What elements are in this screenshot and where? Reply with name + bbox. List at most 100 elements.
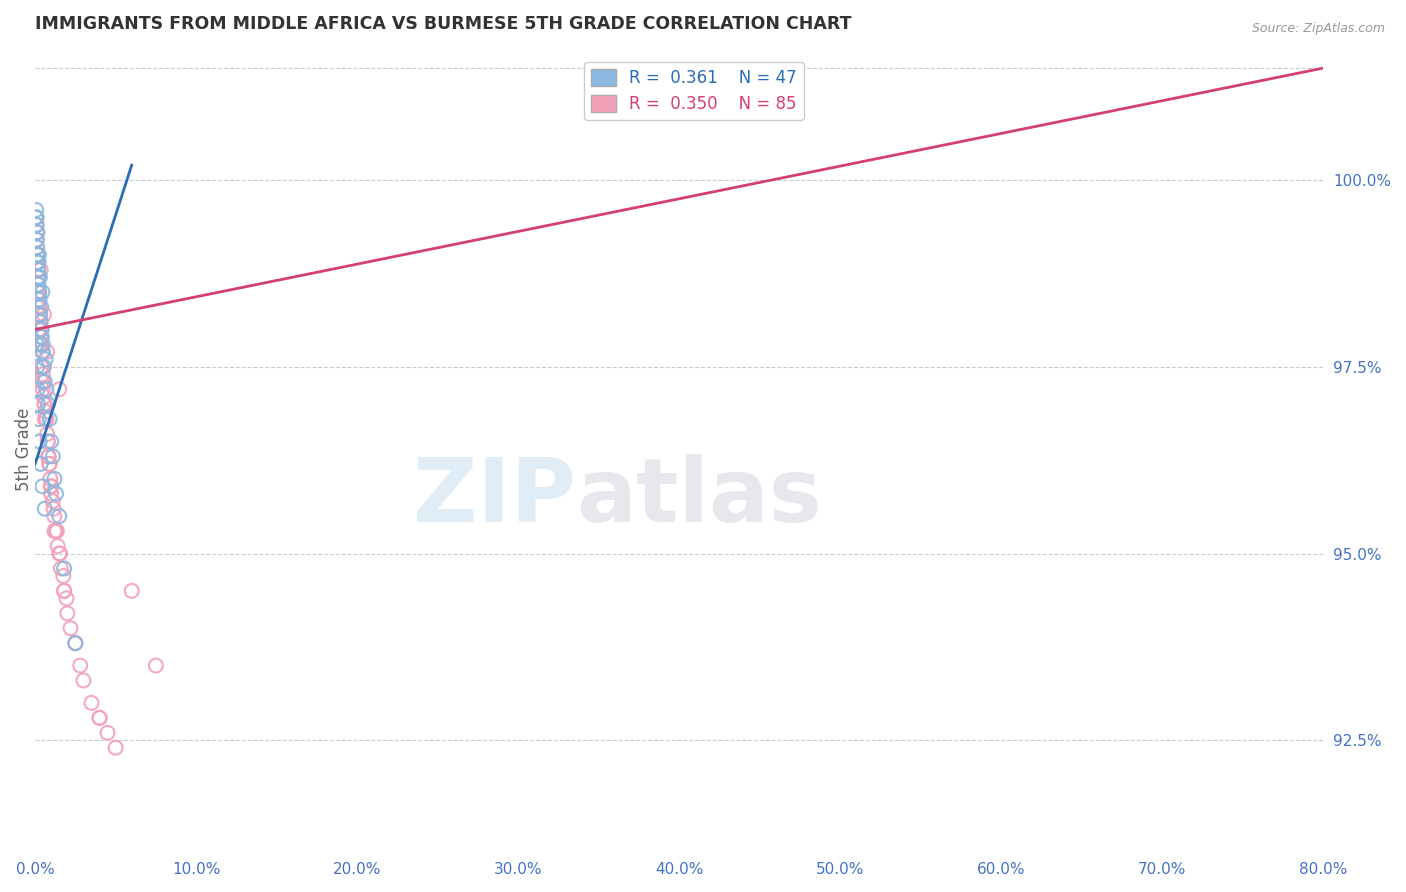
Point bbox=[25, 233, 48, 247]
Point bbox=[30, 300, 52, 314]
Point bbox=[27, 285, 49, 300]
Point bbox=[32, 375, 55, 389]
Point bbox=[31, 479, 53, 493]
Point bbox=[31, 322, 53, 336]
Point bbox=[39, 487, 62, 501]
Point bbox=[25, 240, 48, 254]
Point bbox=[30, 359, 52, 374]
Point bbox=[25, 240, 48, 254]
Point bbox=[53, 583, 76, 598]
Point bbox=[48, 382, 70, 396]
Point bbox=[28, 270, 51, 285]
Point bbox=[27, 322, 49, 336]
Point bbox=[80, 696, 103, 710]
Point bbox=[37, 434, 59, 449]
Point bbox=[28, 337, 51, 351]
Point bbox=[32, 390, 55, 404]
Point bbox=[49, 547, 72, 561]
Point bbox=[37, 450, 59, 464]
Point bbox=[28, 337, 51, 351]
Point bbox=[27, 262, 49, 277]
Point bbox=[35, 412, 58, 426]
Point bbox=[45, 487, 67, 501]
Point bbox=[55, 591, 77, 606]
Point bbox=[27, 248, 49, 262]
Point bbox=[30, 330, 52, 344]
Point bbox=[28, 322, 51, 336]
Point bbox=[28, 293, 51, 307]
Point bbox=[25, 211, 48, 225]
Point bbox=[37, 427, 59, 442]
Point bbox=[39, 472, 62, 486]
Point bbox=[37, 397, 59, 411]
Point bbox=[28, 285, 51, 300]
Point bbox=[42, 450, 65, 464]
Point bbox=[32, 359, 55, 374]
Point bbox=[27, 270, 49, 285]
Point bbox=[27, 277, 49, 292]
Point bbox=[25, 233, 48, 247]
Point bbox=[25, 337, 48, 351]
Point bbox=[56, 607, 79, 621]
Point bbox=[37, 434, 59, 449]
Point bbox=[34, 375, 56, 389]
Point bbox=[30, 315, 52, 329]
Point bbox=[27, 308, 49, 322]
Point bbox=[27, 255, 49, 269]
Point bbox=[97, 726, 120, 740]
Point bbox=[145, 658, 167, 673]
Point bbox=[27, 300, 49, 314]
Point bbox=[32, 344, 55, 359]
Point bbox=[44, 509, 66, 524]
Point bbox=[28, 293, 51, 307]
Point bbox=[38, 457, 60, 471]
Legend: R =  0.361    N = 47, R =  0.350    N = 85: R = 0.361 N = 47, R = 0.350 N = 85 bbox=[585, 62, 804, 120]
Point bbox=[42, 494, 65, 508]
Point bbox=[25, 285, 48, 300]
Point bbox=[48, 509, 70, 524]
Point bbox=[39, 479, 62, 493]
Point bbox=[25, 211, 48, 225]
Point bbox=[44, 472, 66, 486]
Text: ZIP: ZIP bbox=[413, 454, 576, 541]
Point bbox=[38, 450, 60, 464]
Point bbox=[668, 83, 690, 97]
Point bbox=[39, 479, 62, 493]
Point bbox=[25, 211, 48, 225]
Point bbox=[37, 344, 59, 359]
Point bbox=[39, 434, 62, 449]
Point bbox=[53, 561, 76, 575]
Point bbox=[38, 457, 60, 471]
Point bbox=[65, 636, 87, 650]
Point bbox=[25, 359, 48, 374]
Point bbox=[42, 501, 65, 516]
Point bbox=[30, 262, 52, 277]
Point bbox=[44, 524, 66, 538]
Point bbox=[31, 344, 53, 359]
Point bbox=[32, 308, 55, 322]
Point bbox=[34, 397, 56, 411]
Point bbox=[65, 636, 87, 650]
Point bbox=[25, 218, 48, 232]
Point bbox=[59, 621, 82, 635]
Point bbox=[45, 524, 67, 538]
Point bbox=[25, 202, 48, 217]
Point bbox=[89, 711, 111, 725]
Point bbox=[72, 673, 94, 688]
Point bbox=[30, 457, 52, 471]
Point bbox=[34, 352, 56, 367]
Point bbox=[27, 412, 49, 426]
Point bbox=[28, 285, 51, 300]
Point bbox=[27, 262, 49, 277]
Point bbox=[27, 270, 49, 285]
Point bbox=[27, 255, 49, 269]
Point bbox=[89, 711, 111, 725]
Point bbox=[25, 226, 48, 240]
Point bbox=[35, 412, 58, 426]
Point bbox=[31, 322, 53, 336]
Point bbox=[27, 226, 49, 240]
Point bbox=[27, 262, 49, 277]
Point bbox=[28, 308, 51, 322]
Point bbox=[28, 300, 51, 314]
Point bbox=[31, 359, 53, 374]
